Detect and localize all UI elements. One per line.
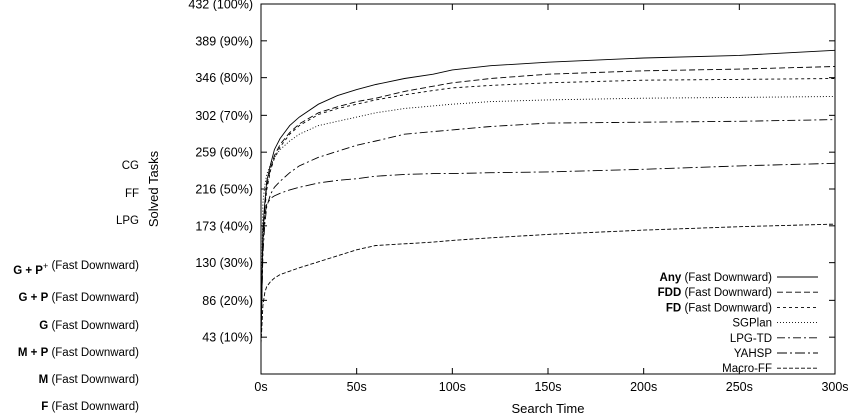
left-label: M + P (Fast Downward): [18, 347, 139, 359]
legend-entry-label: SGPlan: [732, 318, 772, 330]
y-tick-label: 302 (70%): [195, 109, 253, 123]
left-label: LPG: [116, 215, 139, 227]
y-tick-label: 432 (100%): [188, 0, 253, 12]
left-label: M (Fast Downward): [39, 374, 140, 386]
legend-entry-label: Macro-FF: [722, 363, 772, 375]
legend-entry-label: LPG-TD: [730, 333, 772, 345]
y-axis-label: Solved Tasks: [146, 150, 161, 227]
x-tick-label: 0s: [254, 380, 267, 394]
series-line-any: [260, 49, 836, 336]
x-tick-label: 300s: [821, 380, 848, 394]
left-label: G + P (Fast Downward): [19, 292, 140, 304]
legend-entry-label: YAHSP: [734, 348, 772, 360]
series-line-lpg-td: [260, 119, 836, 332]
x-tick-label: 150s: [534, 380, 561, 394]
y-tick-label: 130 (30%): [195, 256, 253, 270]
x-axis-label: Search Time: [512, 401, 585, 416]
left-label: G + P+ (Fast Downward): [13, 260, 139, 277]
x-tick-label: 100s: [439, 380, 466, 394]
y-tick-label: 346 (80%): [195, 71, 253, 85]
left-label: F (Fast Downward): [41, 401, 139, 413]
series-line-fd: [260, 78, 836, 340]
y-tick-label: 86 (20%): [202, 294, 253, 308]
left-label: FF: [125, 188, 139, 200]
axis-ticks: 43 (10%) 86 (20%) 130 (30%) 173 (40%) 216 (5…: [188, 0, 848, 394]
legend-entry-label: FDD (Fast Downward): [658, 287, 773, 299]
y-tick-label: 43 (10%): [202, 331, 253, 345]
legend-entry-label: Any (Fast Downward): [660, 272, 773, 284]
legend-entry-label: FD (Fast Downward): [666, 302, 772, 314]
left-label: G (Fast Downward): [39, 320, 139, 332]
y-tick-label: 173 (40%): [195, 219, 253, 233]
left-labels: CG FF LPG G + P+ (Fast Downward) G + P (Fast…: [13, 160, 139, 413]
series-line-macro-ff: [260, 223, 836, 345]
series-lines: [260, 49, 836, 345]
y-tick-label: 389 (90%): [195, 34, 253, 48]
y-tick-label: 259 (60%): [195, 146, 253, 160]
y-tick-label: 216 (50%): [195, 183, 253, 197]
left-label: CG: [122, 160, 139, 172]
x-tick-label: 200s: [630, 380, 657, 394]
series-line-yahsp: [260, 162, 836, 340]
x-tick-label: 250s: [726, 380, 753, 394]
series-line-fdd: [260, 66, 836, 339]
x-tick-label: 50s: [347, 380, 367, 394]
legend: Any (Fast Downward) FDD (Fast Downward) FD…: [658, 272, 818, 375]
